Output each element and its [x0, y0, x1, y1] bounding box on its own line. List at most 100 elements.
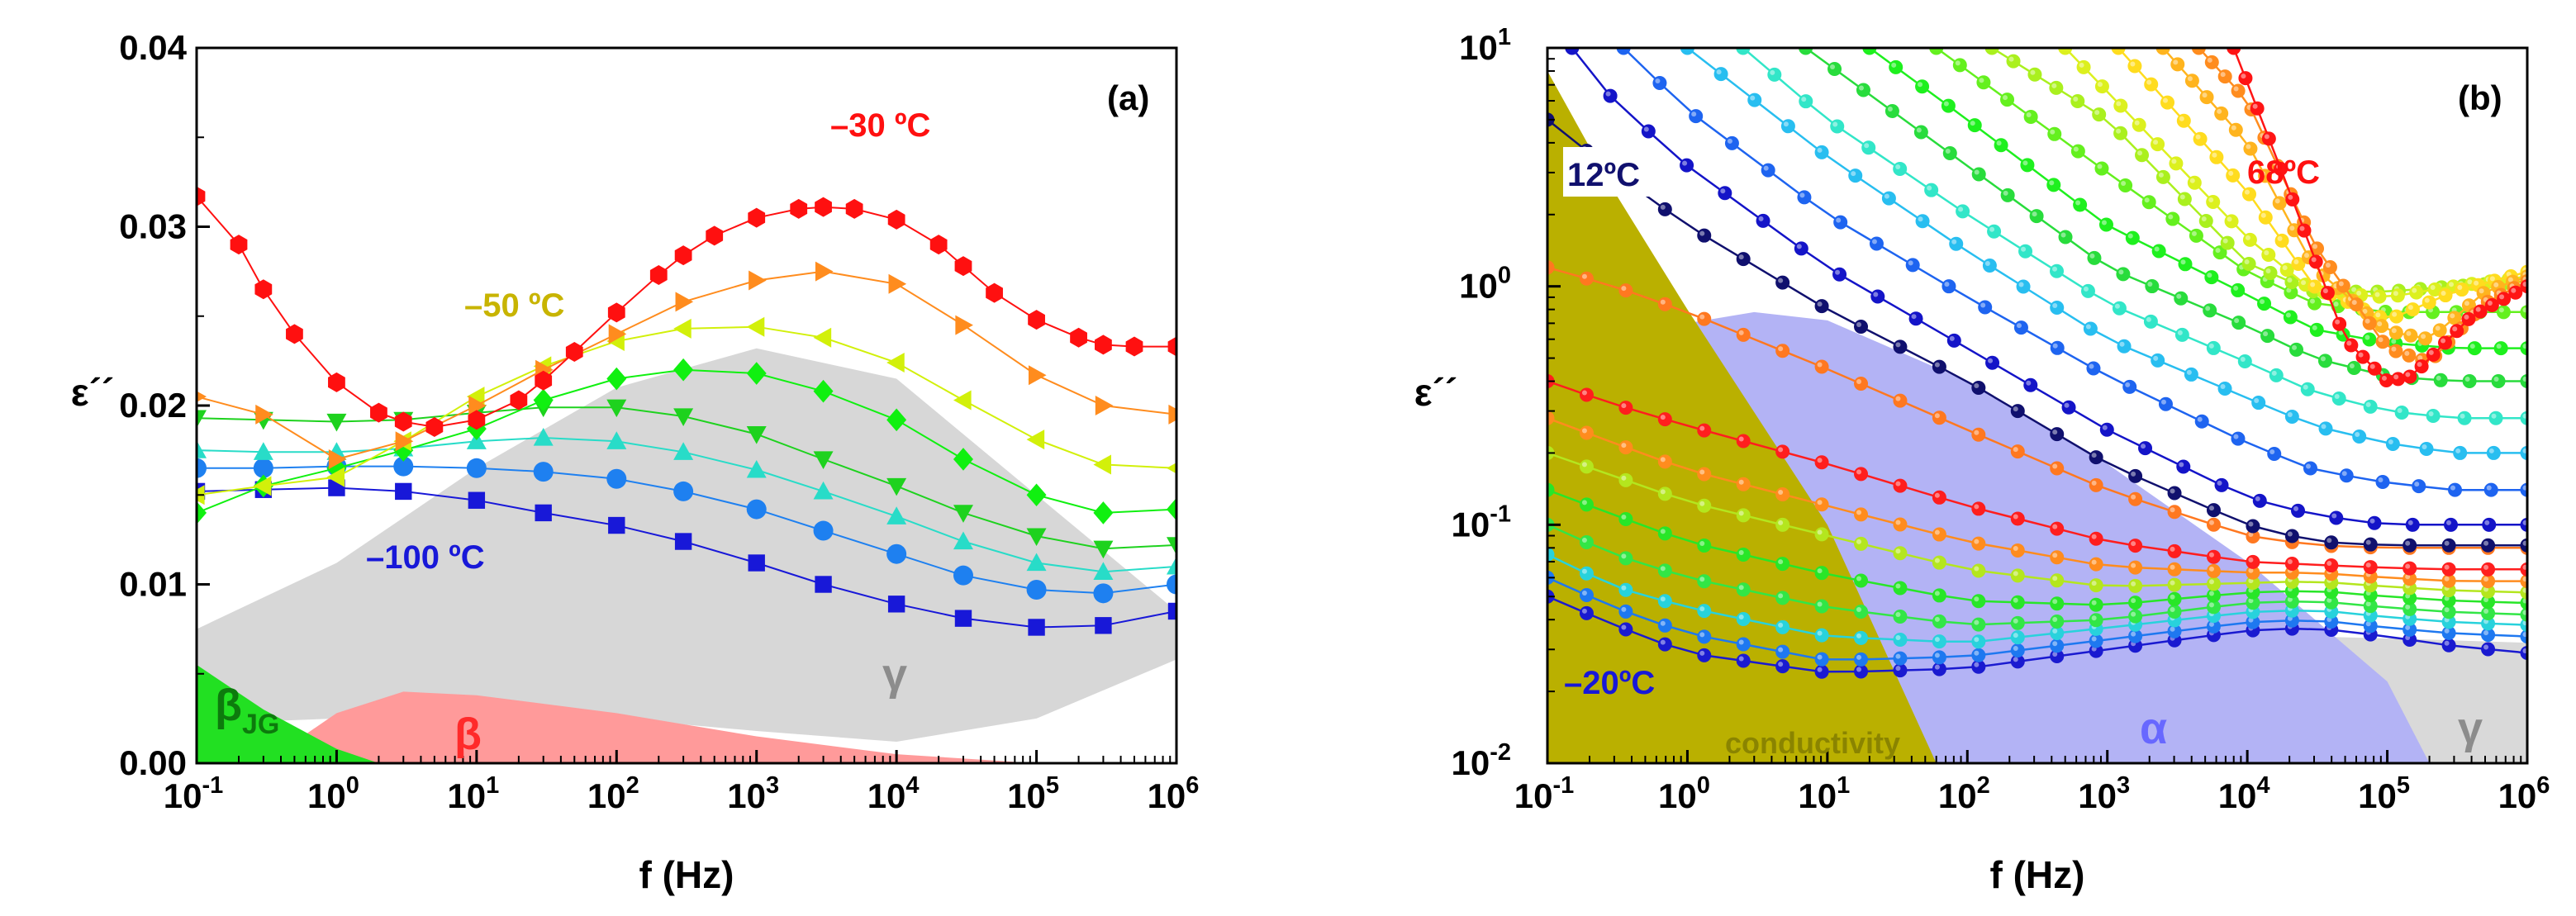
- panel-b-series-11-point-21: [2375, 475, 2390, 490]
- panel-b-series-16-point-16: [2307, 296, 2322, 311]
- panel-b-series-13-point-18: [2300, 382, 2315, 396]
- panel-a-xtick-base-4: 10: [727, 776, 766, 815]
- panel-b-series-9-point-15-highlight: [2131, 471, 2136, 477]
- panel-b-series-0-point-7: [1814, 664, 1829, 679]
- panel-b-series-2-point-5: [1736, 611, 1751, 626]
- panel-b-series-3-point-12: [2010, 615, 2025, 630]
- panel-b-series-14-point-5-highlight: [1945, 149, 1951, 154]
- panel-b-series-21-point-15-highlight: [2391, 346, 2397, 352]
- panel-b-series-17-point-3: [2049, 80, 2064, 95]
- panel-b-series-22-point-3: [2261, 131, 2276, 146]
- panel-b-series-16-point-11: [2189, 228, 2203, 243]
- panel-a-xtick-label-6: 105: [1007, 772, 1059, 815]
- panel-b-series-13-point-20-highlight: [2365, 401, 2371, 407]
- panel-b-series-5-point-17-highlight: [2208, 579, 2214, 585]
- panel-b-series-11-point-14: [2122, 379, 2137, 394]
- panel-b-series-12-point-21: [2385, 436, 2400, 451]
- panel-b-series-22-point-4-highlight: [2276, 164, 2282, 170]
- panel-b-series-1-point-10-highlight: [1934, 653, 1940, 658]
- panel-b-series-6-point-24: [2481, 574, 2496, 589]
- panel-b-series-15-point-6-highlight: [2022, 160, 2028, 166]
- panel-a-series-2-point-9: [813, 481, 834, 500]
- panel-b-series-11-point-3-highlight: [1727, 138, 1732, 144]
- panel-b-series-22-point-16: [2414, 359, 2429, 374]
- panel-a-series-3-point-8: [746, 426, 767, 444]
- panel-b-series-7-point-17: [2206, 549, 2221, 564]
- panel-b-series-20-point-0: [2155, 48, 2170, 55]
- panel-b-series-10-point-21: [2367, 515, 2382, 530]
- panel-b-series-8-point-6-highlight: [1778, 346, 1784, 352]
- panel-b-series-5-point-7-highlight: [1817, 529, 1823, 535]
- panel-b-series-17-point-1-highlight: [2008, 56, 2014, 62]
- panel-b-xtick-exp-0: -1: [1552, 772, 1574, 799]
- panel-b-series-19-point-9: [2258, 210, 2273, 225]
- panel-a-series-7-point-10: [535, 370, 553, 391]
- panel-b-series-6-point-1-highlight: [1581, 428, 1587, 434]
- panel-b-series-15-point-12-highlight: [2180, 259, 2186, 265]
- panel-b-series-21-point-3: [2231, 83, 2246, 98]
- panel-b-series-7-point-14: [2089, 531, 2103, 546]
- panel-b-series: [1547, 48, 2527, 679]
- panel-b-series-4-point-25: [2520, 596, 2527, 610]
- panel-b-series-5-point-9-highlight: [1895, 548, 1901, 554]
- panel-b-series-19-point-4-highlight: [2179, 116, 2184, 121]
- panel-b-series-5-point-6: [1775, 517, 1790, 532]
- panel-b-series-5: [1547, 445, 2527, 600]
- panel-a-series-2-point-0: [197, 440, 207, 458]
- panel-b-series-4-point-8: [1854, 573, 1869, 588]
- panel-b-series-15-point-1: [1889, 59, 1903, 74]
- panel-b-series-18-point-5-highlight: [2153, 140, 2159, 145]
- panel-b-series-10-point-24: [2482, 517, 2497, 532]
- panel-b-series-5-point-15-highlight: [2131, 581, 2136, 586]
- panel-b-series-10-point-21-highlight: [2369, 518, 2375, 524]
- panel-b-series-13-point-7: [1956, 204, 1970, 219]
- panel-b-series-1-point-21-highlight: [2365, 621, 2371, 627]
- panel-b-series-11-point-22: [2412, 479, 2426, 494]
- panel-b-series-13-point-12-highlight: [2114, 303, 2120, 309]
- panel-b-series-15-point-1-highlight: [1891, 62, 1897, 68]
- panel-a-xtick-base-0: 10: [164, 776, 202, 815]
- panel-b-series-0-point-23: [2441, 638, 2456, 653]
- panel-b-series-10-point-1-highlight: [1605, 91, 1611, 97]
- panel-a-series-7-point-23: [986, 282, 1003, 303]
- panel-b-series-11-point-12-highlight: [2052, 343, 2058, 349]
- panel-b-series-3-point-14: [2089, 613, 2103, 628]
- panel-b-ytick-exp-0: -2: [1490, 739, 1511, 766]
- panel-b-series-0-point-4: [1697, 648, 1712, 662]
- panel-b-series-14-point-3: [1884, 104, 1899, 119]
- panel-a-xtick-label-4: 103: [727, 772, 779, 815]
- panel-b-series-5-point-12: [2010, 568, 2025, 583]
- panel-b-series-4-point-12: [2010, 595, 2025, 610]
- panel-b-series-10-point-1: [1603, 88, 1618, 103]
- panel-b-series-18-point-20: [2427, 282, 2442, 297]
- panel-b-series-7-point-8: [1854, 467, 1869, 482]
- panel-b-series-21-point-1: [2204, 55, 2219, 69]
- panel-b-series-9-point-23-highlight: [2444, 540, 2450, 546]
- panel-b-series-14-point-15-highlight: [2234, 318, 2240, 324]
- panel-b-series-7-point-12-highlight: [2013, 514, 2018, 520]
- panel-b-series-12-point-25: [2520, 445, 2527, 460]
- panel-b-series-9-point-9: [1893, 339, 1908, 354]
- panel-b-series-1-point-16-highlight: [2170, 626, 2175, 632]
- panel-b-series-12-point-16: [2217, 382, 2232, 396]
- panel-b-series-10-point-10: [1946, 333, 1961, 348]
- panel-b-series-6-point-15-highlight: [2131, 562, 2136, 568]
- panel-b-series-15-point-5: [1994, 138, 2008, 153]
- panel-b-series-21-point-0: [2191, 48, 2206, 55]
- panel-b-series-7-point-3-highlight: [1660, 415, 1666, 420]
- panel-a-series-6-point-0: [197, 391, 207, 402]
- label-12c-backdrop: [1563, 147, 1652, 197]
- panel-b-series-5-point-3-highlight: [1660, 489, 1666, 495]
- panel-b-series-0-point-11-highlight: [1974, 662, 1980, 667]
- panel-b-series-16-point-25: [2520, 305, 2527, 320]
- panel-a-series-6-point-3: [395, 431, 414, 452]
- panel-b-series-4-point-16-highlight: [2170, 594, 2175, 600]
- panel-b-series-11-point-20-highlight: [2341, 471, 2347, 477]
- panel-b-series-13-point-14-highlight: [2177, 330, 2183, 335]
- panel-b-series-11-point-5: [1797, 190, 1812, 205]
- panel-b-series-16-point-12: [2212, 245, 2227, 260]
- panel-b-series-11-point-9-highlight: [1944, 282, 1950, 287]
- annotation-minus-30c: –30 ºC: [830, 107, 930, 144]
- panel-b-series-5-point-14: [2089, 578, 2103, 593]
